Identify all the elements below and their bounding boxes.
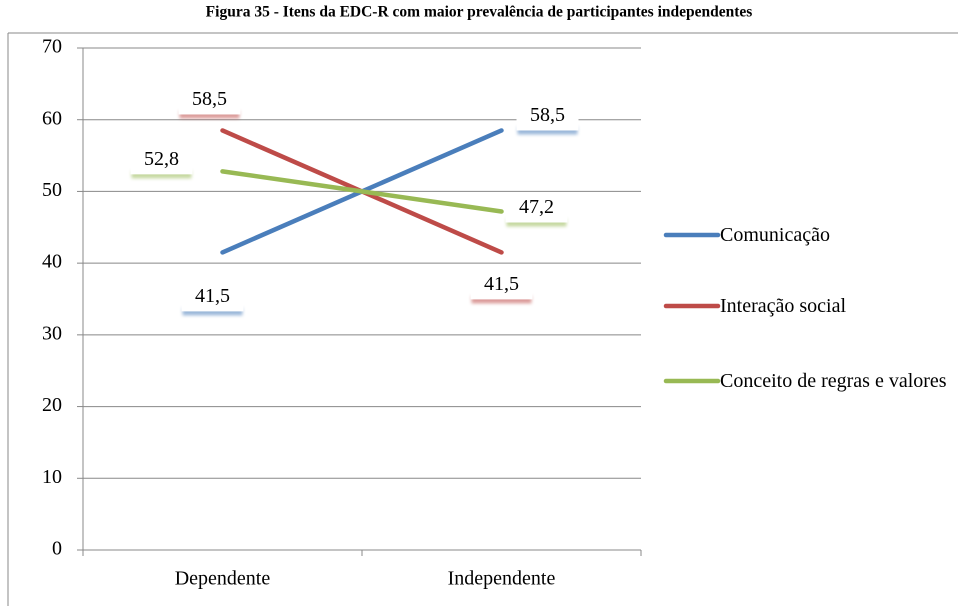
x-tick-label: Independente (448, 568, 556, 590)
line-series (220, 169, 504, 214)
y-tick-label: 20 (42, 394, 62, 416)
y-tick-label: 40 (42, 251, 62, 273)
y-tick-label: 0 (52, 538, 62, 560)
y-tick-label: 60 (42, 107, 62, 129)
data-label: 58,5 (192, 88, 227, 110)
legend-label: Interação social (720, 295, 847, 317)
legend-label: Conceito de regras e valores (720, 370, 947, 392)
y-tick-label: 10 (42, 466, 62, 488)
y-tick-label: 30 (42, 322, 62, 344)
y-tick-label: 70 (42, 36, 62, 58)
label-box (505, 192, 568, 223)
label-box (130, 144, 193, 175)
label-box (516, 100, 579, 131)
y-tick-label: 50 (42, 179, 62, 201)
chart-title: Figura 35 - Itens da EDC-R com maior pre… (206, 4, 753, 21)
data-label: 41,5 (484, 273, 519, 295)
label-box (181, 281, 244, 312)
label-box (470, 269, 533, 300)
data-label: 58,5 (530, 104, 565, 126)
legend-label: Comunicação (720, 224, 830, 246)
x-tick-label: Dependente (175, 568, 271, 590)
data-label: 47,2 (519, 196, 554, 218)
label-box (178, 84, 241, 115)
data-label: 52,8 (144, 148, 179, 170)
data-label: 41,5 (195, 285, 230, 307)
